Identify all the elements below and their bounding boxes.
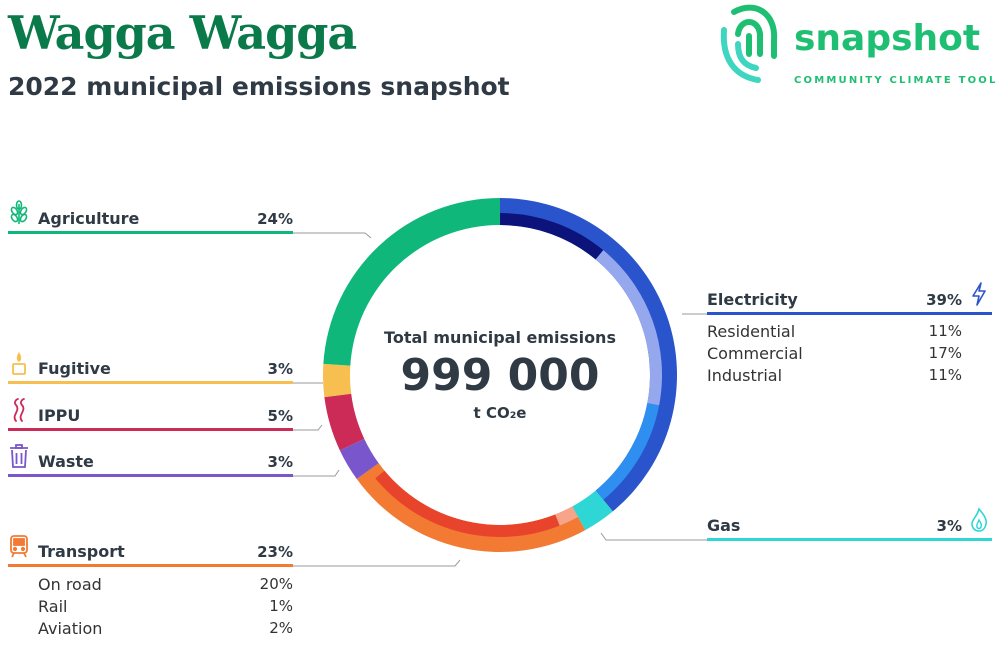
leader-lines [293,232,707,567]
category-percent: 24% [257,210,293,228]
donut-subslice-on-road [375,470,560,537]
donut-subslice-residential [500,213,604,260]
donut-subslice-industrial [595,403,660,500]
category-name: Electricity [707,290,798,309]
category-electricity: Electricity 39% [707,279,992,315]
category-waste: Waste 3% [8,441,293,477]
leader-gas [600,532,707,541]
total-label: Total municipal emissions [384,328,616,347]
category-name: Waste [38,452,94,471]
category-underline [8,474,293,477]
subcategory-rail: Rail 1% [38,597,293,617]
category-fugitive: Fugitive 3% [8,348,293,384]
donut-subslice-aviation [555,506,579,526]
leader-transport [293,559,461,567]
category-percent: 3% [267,453,293,471]
subcategory-label: Commercial [707,344,803,363]
category-transport: Transport 23% [8,531,293,567]
category-name: IPPU [38,406,81,425]
subcategory-label: Aviation [38,619,103,638]
subcategory-label: Residential [707,322,796,341]
category-agriculture: Agriculture 24% [8,198,293,234]
subcategory-percent: 2% [269,619,293,637]
category-name: Transport [38,542,125,561]
category-underline [707,538,992,541]
category-underline [8,564,293,567]
category-underline [707,312,992,315]
flame-candle-icon [12,352,26,375]
smoke-icon [13,398,25,422]
subcategory-on-road: On road 20% [38,575,293,595]
snapshot-logo: snapshot COMMUNITY CLIMATE TOOL [712,0,1000,92]
page-title: Wagga Wagga [8,6,357,60]
subcategory-percent: 1% [269,597,293,615]
category-percent: 5% [267,407,293,425]
subcategory-label: Rail [38,597,68,616]
donut-slice-electricity [500,198,678,512]
category-percent: 39% [926,291,962,309]
category-percent: 23% [257,543,293,561]
category-underline [8,381,293,384]
donut-slice-ippu [324,393,365,451]
category-percent: 3% [936,517,962,535]
subcategory-aviation: Aviation 2% [38,619,293,639]
subcategory-label: On road [38,575,102,594]
logo-tagline: COMMUNITY CLIMATE TOOL [794,75,998,86]
subcategory-residential: Residential 11% [707,322,962,342]
category-underline [8,231,293,234]
category-name: Agriculture [38,209,140,228]
category-underline [8,428,293,431]
leader-ippu [293,424,323,431]
donut-slice-gas [572,490,613,531]
subcategory-percent: 17% [928,344,962,362]
category-name: Fugitive [38,359,111,378]
category-percent: 3% [267,360,293,378]
donut-slice-agriculture [323,198,500,366]
donut-arcs [322,198,678,552]
donut-subslice-commercial [595,250,662,406]
subcategory-percent: 20% [259,575,293,593]
category-gas: Gas 3% [707,505,992,541]
subcategory-percent: 11% [928,366,962,384]
leader-waste [293,469,340,477]
donut-slice-fugitive [322,363,352,398]
logo-wordmark: snapshot [794,18,981,59]
donut-subslice-rail [368,463,385,479]
leader-agriculture [293,232,372,239]
donut-slice-waste [339,438,379,480]
fingerprint-logo-icon [720,4,778,83]
subcategory-industrial: Industrial 11% [707,366,962,386]
wheat-icon [10,200,28,224]
lightning-icon [972,282,986,306]
total-unit: t CO₂e [473,404,527,422]
subcategory-commercial: Commercial 17% [707,344,962,364]
subcategory-label: Industrial [707,366,783,385]
total-value: 999 000 [400,350,600,401]
trash-icon [10,444,28,468]
train-icon [10,535,28,558]
category-ippu: IPPU 5% [8,395,293,431]
subcategory-percent: 11% [928,322,962,340]
donut-slice-transport [356,463,586,552]
gas-flame-icon [971,507,987,532]
category-name: Gas [707,516,741,535]
page-subtitle: 2022 municipal emissions snapshot [8,72,510,101]
